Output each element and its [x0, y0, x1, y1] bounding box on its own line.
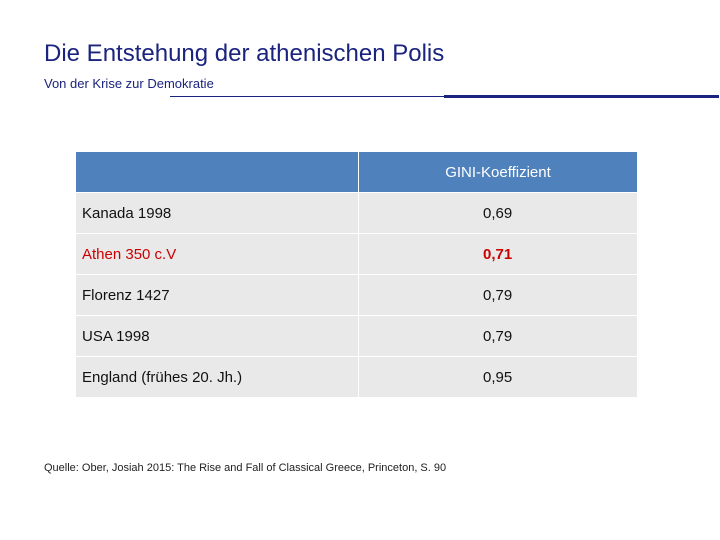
slide-title: Die Entstehung der athenischen Polis — [44, 40, 445, 67]
row-label: Kanada 1998 — [75, 192, 359, 234]
row-value: 0,79 — [358, 315, 638, 357]
source-citation: Quelle: Ober, Josiah 2015: The Rise and … — [44, 462, 447, 474]
gini-table: GINI-Koeffizient Kanada 1998 0,69 Athen … — [75, 151, 638, 398]
table-row: Florenz 1427 0,79 — [75, 274, 638, 316]
row-value: 0,79 — [358, 274, 638, 316]
table-row: Kanada 1998 0,69 — [75, 192, 638, 234]
table-row: USA 1998 0,79 — [75, 315, 638, 357]
row-label: Athen 350 c.V — [75, 233, 359, 275]
table-header-row: GINI-Koeffizient — [75, 151, 638, 193]
title-divider-thin — [170, 96, 444, 97]
slide-subtitle: Von der Krise zur Demokratie — [44, 76, 214, 91]
row-label: England (frühes 20. Jh.) — [75, 356, 359, 398]
row-label: USA 1998 — [75, 315, 359, 357]
header-cell-label — [75, 151, 359, 193]
row-value: 0,69 — [358, 192, 638, 234]
header-cell-gini: GINI-Koeffizient — [358, 151, 638, 193]
table-row: England (frühes 20. Jh.) 0,95 — [75, 356, 638, 398]
row-label: Florenz 1427 — [75, 274, 359, 316]
row-value: 0,71 — [358, 233, 638, 275]
table-row-highlighted: Athen 350 c.V 0,71 — [75, 233, 638, 275]
title-divider-thick — [444, 95, 719, 98]
row-value: 0,95 — [358, 356, 638, 398]
